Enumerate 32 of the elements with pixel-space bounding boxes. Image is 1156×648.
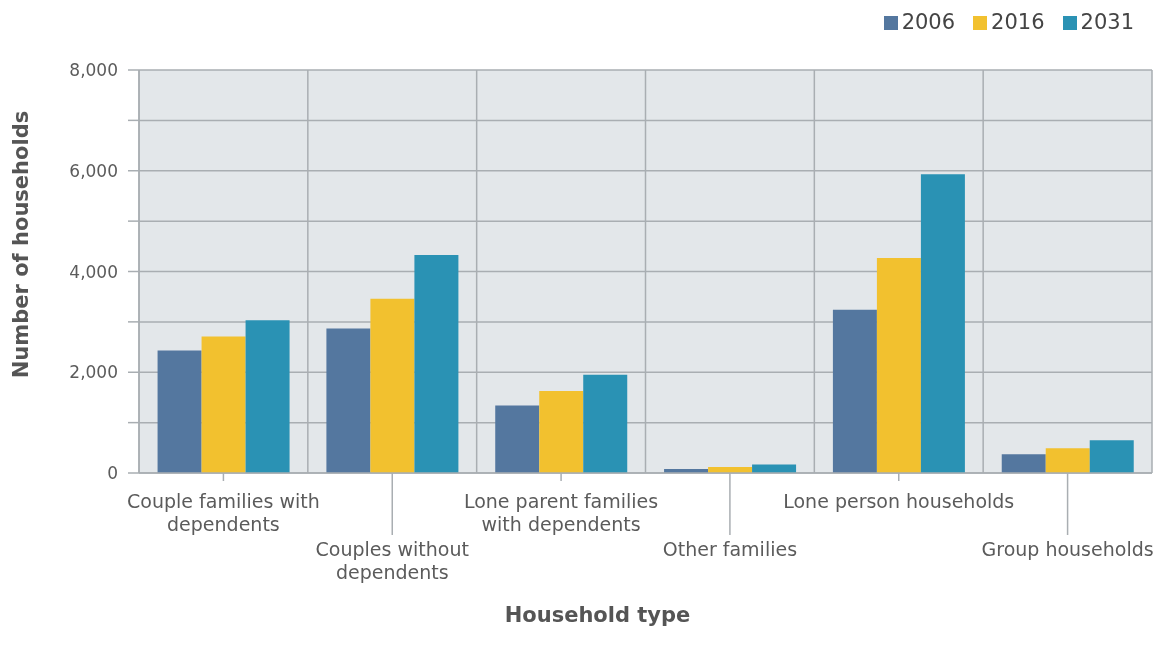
bar (495, 405, 540, 473)
bar (752, 464, 797, 473)
x-tick-label: Other families (662, 538, 798, 560)
bar (539, 390, 584, 473)
y-tick-label: 6,000 (69, 160, 118, 181)
bar (583, 374, 628, 473)
bar (201, 336, 246, 473)
x-tick-label: Couples without dependents (315, 538, 469, 583)
bar (832, 309, 877, 473)
bar (876, 257, 921, 473)
bar (1045, 448, 1090, 473)
x-tick-label: Group households (981, 538, 1154, 560)
bar (370, 298, 415, 473)
bar (414, 254, 459, 473)
x-tick-label: Couple families with dependents (127, 490, 320, 535)
y-tick-label: 0 (107, 463, 118, 484)
x-axis-title: Household type (504, 603, 691, 627)
bar (1089, 440, 1134, 473)
y-tick-label: 2,000 (69, 362, 118, 383)
y-axis-title: Number of households (8, 110, 33, 379)
legend-label: 2031 (1080, 10, 1134, 34)
x-tick-label: Lone person households (783, 490, 1015, 512)
bar (245, 320, 290, 473)
legend-label: 2016 (991, 10, 1045, 34)
x-tick-label: Lone parent families with dependents (463, 490, 659, 535)
bar (326, 328, 371, 473)
bar (920, 174, 965, 473)
y-tick-label: 8,000 (69, 60, 118, 81)
y-tick-label: 4,000 (69, 261, 118, 282)
bar (1001, 454, 1046, 473)
bar (157, 350, 202, 473)
legend-label: 2006 (901, 10, 956, 34)
